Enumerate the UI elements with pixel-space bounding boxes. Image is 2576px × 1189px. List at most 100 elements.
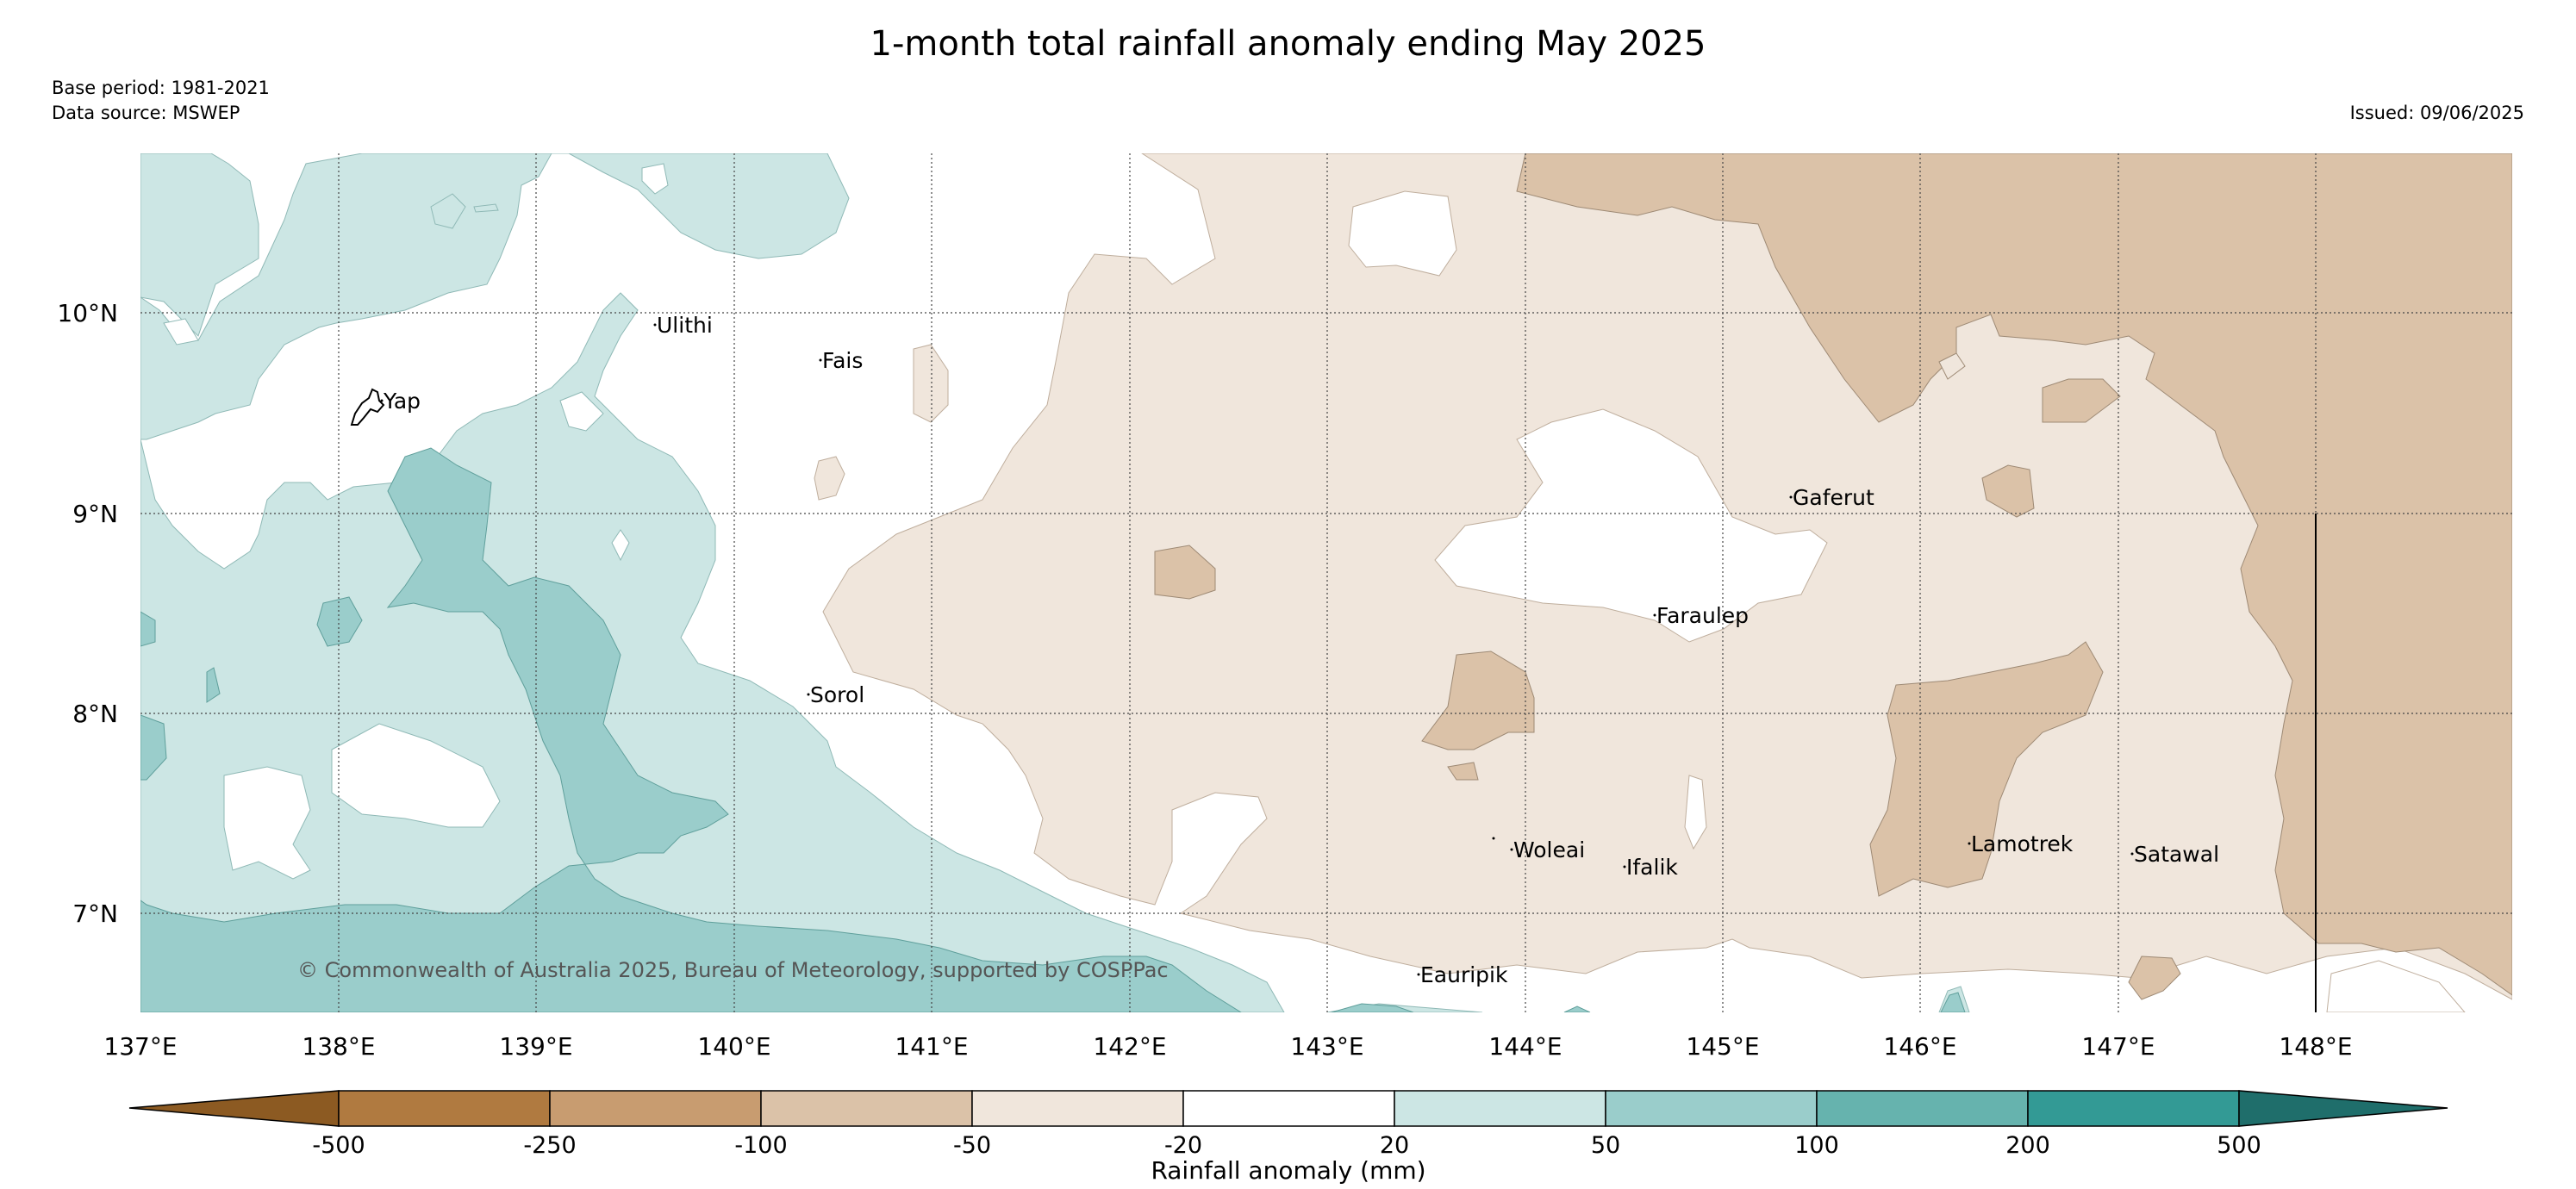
longitude-tick-label: 143°E [1290,1032,1363,1061]
place-marker: Satawal [2130,842,2219,867]
colorbar-tick-label: -100 [734,1132,787,1159]
longitude-tick-label: 148°E [2279,1032,2352,1061]
place-dot [1623,865,1626,868]
anomaly-region-neutral [1684,775,1707,850]
anomaly-region-medium-green [140,447,1242,1012]
anomaly-region-medium-green [1563,1005,1591,1012]
colorbar-segment [971,1090,1184,1127]
anomaly-region-medium-green [1940,992,1966,1012]
colorbar-label: Rainfall anomaly (mm) [1151,1156,1425,1185]
anomaly-region-neutral [611,529,630,562]
place-label: Woleai [1513,837,1585,862]
anomaly-region-light-green [430,193,466,229]
place-marker: Ulithi [653,313,713,338]
latitude-gridlines [140,312,2512,914]
place-marker: Eauripik [1417,962,1508,987]
colorbar-tick-label: -20 [1164,1132,1202,1159]
colorbar-tick-label: 50 [1591,1132,1620,1159]
colorbar-tick-label: 200 [2005,1132,2050,1159]
colorbar-segment [1182,1090,1395,1127]
anomaly-region-medium-green [316,596,363,647]
axis-labels: 137°E 138°E 139°E 140°E 141°E 142°E 143°E 144°E… [57,299,2352,1061]
latitude-tick-label: 7°N [72,900,118,928]
anomaly-region-neutral [559,391,604,432]
anomaly-region-neutral [641,163,669,195]
base-period: Base period: 1981-2021 [52,78,270,98]
anomaly-region-medium-brown [1981,464,2035,518]
anomaly-field [140,153,2512,1012]
anomaly-region-neutral [1434,408,1828,643]
place-marker: Faraulep [1653,603,1749,628]
anomaly-region-medium-brown [2042,378,2121,423]
longitude-tick-label: 141°E [895,1032,968,1061]
place-label: Gaferut [1793,485,1874,510]
longitude-tick-label: 140°E [697,1032,770,1061]
anomaly-region-light-brown-patch [1938,352,1966,380]
data-source: Data source: MSWEP [52,103,240,123]
colorbar-segment [1816,1090,2029,1127]
longitude-tick-label: 137°E [103,1032,177,1061]
place-marker: Gaferut [1789,485,1874,510]
anomaly-region-light-green [473,203,499,213]
longitude-tick-label: 146°E [1883,1032,1956,1061]
colorbar-tick-label: 100 [1794,1132,1839,1159]
anomaly-region-neutral [331,723,501,828]
longitude-tick-label: 139°E [499,1032,572,1061]
place-label: Satawal [2134,842,2219,867]
place-dot [2130,852,2134,856]
place-marker: Woleai [1510,837,1585,862]
colorbar-tick-label: 500 [2217,1132,2261,1159]
place-dot [1653,613,1656,617]
metadata-left: Base period: 1981-2021 Data source: MSWE… [52,76,270,126]
anomaly-region-light-brown [913,344,949,423]
colorbar-segment [549,1090,762,1127]
anomaly-region-medium-brown [1516,153,2512,996]
colorbar-tick-label: -500 [312,1132,365,1159]
place-dot [380,399,384,402]
place-dot [653,323,657,327]
place-dot [807,693,810,696]
colorbar-segment [2027,1090,2240,1127]
colorbar-segment [338,1090,551,1127]
anomaly-region-neutral [163,318,199,345]
place-label: Ifalik [1626,855,1678,880]
colorbar-extend-high [2238,1090,2448,1127]
place-dot [1789,495,1793,499]
colorbar-tick-label: -50 [953,1132,991,1159]
anomaly-region-medium-green [140,714,167,781]
place-marker: Yap [380,389,421,414]
latitude-tick-label: 8°N [72,700,118,728]
place-label: Yap [383,389,421,414]
place-marker: Ifalik [1623,855,1678,880]
place-markers: Ulithi Fais Yap Gaferut Faraulep Sorol Woleai I… [380,313,2219,987]
longitude-tick-label: 147°E [2081,1032,2155,1061]
anomaly-region-medium-brown [1447,762,1479,781]
anomaly-region-light-brown [814,456,845,501]
place-dot [1492,837,1495,840]
anomaly-region-medium-brown [1154,545,1216,600]
longitude-tick-label: 145°E [1686,1032,1759,1061]
place-label: Sorol [810,682,864,707]
colorbar-segment [1394,1090,1606,1127]
longitude-gridlines [338,153,2317,1012]
place-dot [819,358,822,362]
longitude-tick-label: 142°E [1093,1032,1166,1061]
anomaly-region-medium-green [1331,1003,1414,1012]
latitude-tick-label: 10°N [57,299,118,327]
place-dot [1417,973,1420,976]
anomaly-region-neutral [223,766,311,880]
colorbar-segment [1605,1090,1818,1127]
anomaly-region-medium-brown [1421,651,1535,750]
place-label: Fais [822,348,863,373]
map-title: 1-month total rainfall anomaly ending Ma… [870,24,1706,64]
place-label: Lamotrek [1971,831,2074,856]
anomaly-region-medium-green [140,611,156,647]
anomaly-region-medium-brown [2128,956,2181,1000]
place-dot [1510,848,1513,851]
place-label: Faraulep [1656,603,1749,628]
colorbar-extend-low [128,1090,340,1127]
place-dot [1968,842,1971,845]
place-marker: Sorol [807,682,864,707]
anomaly-region-medium-brown [1869,641,2104,897]
